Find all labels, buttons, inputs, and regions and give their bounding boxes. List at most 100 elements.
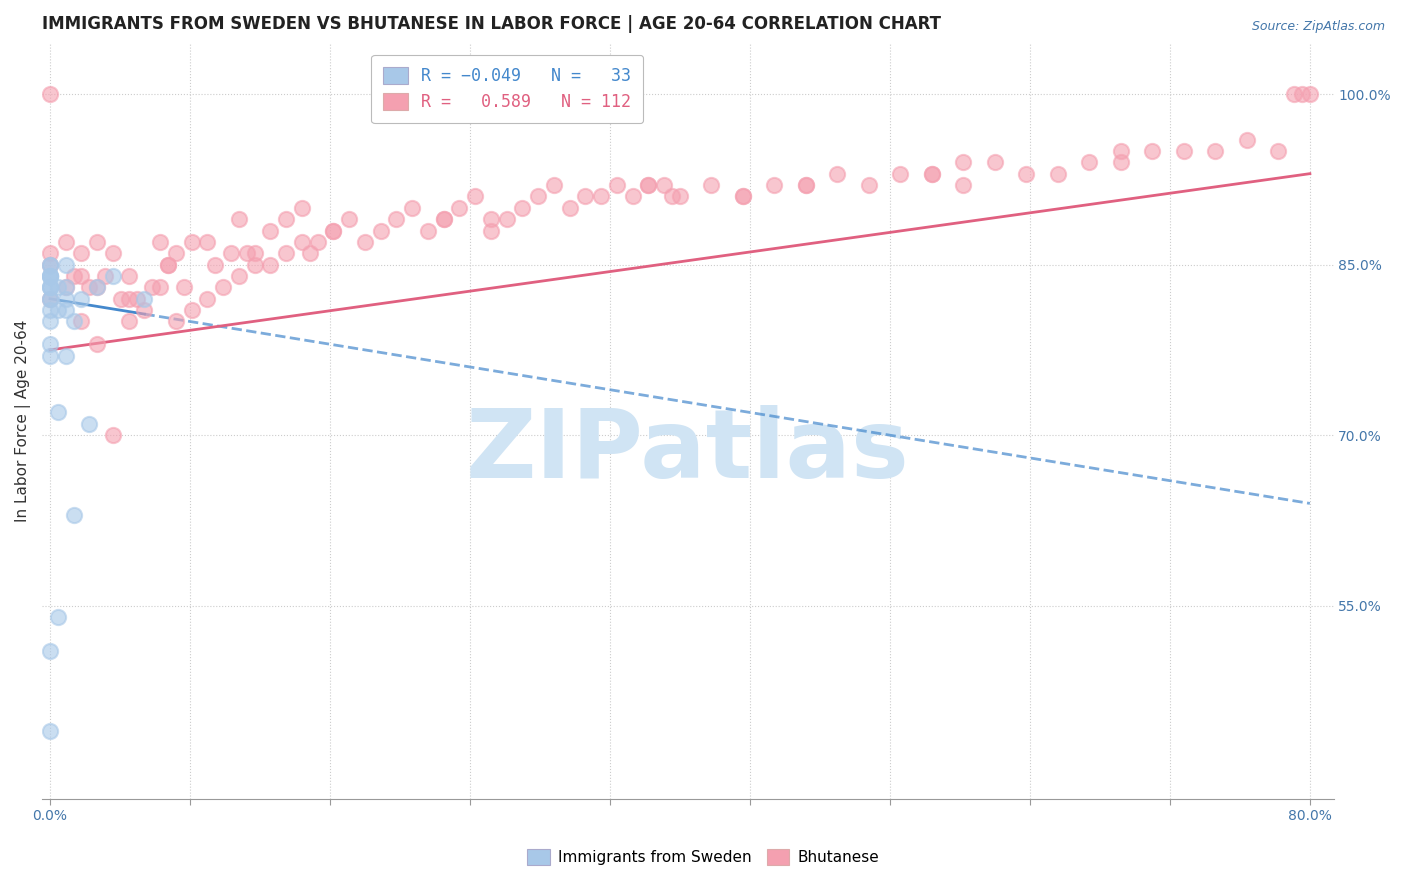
Point — [259, 258, 281, 272]
Point — [55, 349, 77, 363]
Y-axis label: In Labor Force | Age 20-64: In Labor Force | Age 20-64 — [15, 320, 31, 522]
Point — [101, 428, 124, 442]
Point — [55, 303, 77, 318]
Point — [46, 405, 69, 419]
Point — [39, 268, 62, 283]
Point — [1173, 144, 1195, 158]
Point — [141, 280, 163, 294]
Point — [1109, 144, 1132, 158]
Text: IMMIGRANTS FROM SWEDEN VS BHUTANESE IN LABOR FORCE | AGE 20-64 CORRELATION CHART: IMMIGRANTS FROM SWEDEN VS BHUTANESE IN L… — [42, 15, 941, 33]
Point — [259, 223, 281, 237]
Point — [370, 223, 392, 237]
Point — [134, 292, 156, 306]
Point — [243, 246, 266, 260]
Point — [101, 268, 124, 283]
Point — [416, 223, 439, 237]
Point — [39, 292, 62, 306]
Point — [62, 268, 84, 283]
Point — [921, 167, 943, 181]
Point — [39, 292, 62, 306]
Point — [173, 280, 195, 294]
Point — [527, 189, 550, 203]
Point — [79, 280, 101, 294]
Point — [39, 268, 62, 283]
Point — [574, 189, 596, 203]
Point — [39, 258, 62, 272]
Point — [889, 167, 911, 181]
Point — [39, 723, 62, 738]
Point — [118, 292, 141, 306]
Point — [464, 189, 486, 203]
Point — [62, 508, 84, 522]
Point — [39, 280, 62, 294]
Point — [291, 235, 314, 249]
Point — [110, 292, 132, 306]
Point — [637, 178, 659, 192]
Point — [307, 235, 329, 249]
Point — [1291, 87, 1313, 101]
Point — [55, 292, 77, 306]
Point — [94, 268, 117, 283]
Point — [86, 235, 108, 249]
Point — [661, 189, 683, 203]
Point — [46, 280, 69, 294]
Point — [858, 178, 880, 192]
Point — [794, 178, 817, 192]
Point — [212, 280, 235, 294]
Point — [354, 235, 377, 249]
Point — [180, 235, 202, 249]
Point — [86, 280, 108, 294]
Point — [180, 303, 202, 318]
Point — [637, 178, 659, 192]
Point — [197, 292, 219, 306]
Point — [984, 155, 1007, 169]
Point — [652, 178, 675, 192]
Point — [39, 644, 62, 658]
Point — [1267, 144, 1289, 158]
Point — [55, 235, 77, 249]
Point — [86, 337, 108, 351]
Point — [1078, 155, 1101, 169]
Point — [276, 212, 298, 227]
Point — [763, 178, 786, 192]
Point — [86, 280, 108, 294]
Point — [39, 268, 62, 283]
Point — [118, 314, 141, 328]
Point — [385, 212, 408, 227]
Point — [134, 303, 156, 318]
Point — [952, 178, 974, 192]
Point — [298, 246, 321, 260]
Point — [46, 610, 69, 624]
Point — [606, 178, 628, 192]
Point — [197, 235, 219, 249]
Point — [79, 417, 101, 431]
Point — [449, 201, 471, 215]
Point — [1204, 144, 1226, 158]
Point — [291, 201, 314, 215]
Point — [433, 212, 456, 227]
Point — [55, 280, 77, 294]
Point — [669, 189, 692, 203]
Point — [39, 246, 62, 260]
Point — [39, 280, 62, 294]
Text: ZIPatlas: ZIPatlas — [465, 405, 910, 498]
Legend: Immigrants from Sweden, Bhutanese: Immigrants from Sweden, Bhutanese — [522, 843, 884, 871]
Point — [1282, 87, 1305, 101]
Point — [1142, 144, 1164, 158]
Point — [55, 280, 77, 294]
Point — [39, 303, 62, 318]
Point — [495, 212, 517, 227]
Point — [39, 337, 62, 351]
Point — [157, 258, 180, 272]
Point — [39, 349, 62, 363]
Point — [118, 268, 141, 283]
Point — [70, 314, 93, 328]
Point — [125, 292, 148, 306]
Point — [39, 258, 62, 272]
Point — [70, 268, 93, 283]
Point — [204, 258, 226, 272]
Point — [243, 258, 266, 272]
Point — [1015, 167, 1038, 181]
Point — [827, 167, 849, 181]
Point — [70, 246, 93, 260]
